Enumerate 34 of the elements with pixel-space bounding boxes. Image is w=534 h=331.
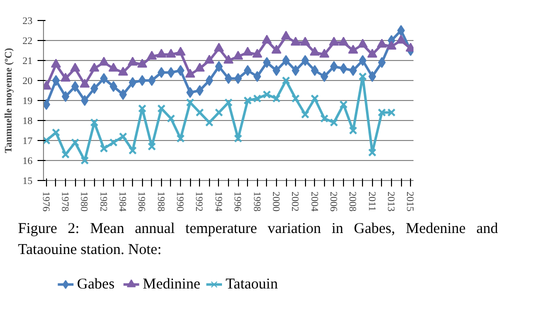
x-tick-label: 1982	[97, 192, 108, 212]
y-tick-label: 16	[22, 156, 32, 167]
legend-label: Medinine	[142, 276, 201, 292]
x-tick-label: 2002	[289, 192, 300, 212]
x-tick-label: 2000	[270, 192, 281, 212]
legend-label: Tataouin	[226, 276, 278, 292]
x-tick-label: 2004	[308, 192, 320, 212]
y-tick-label: 20	[22, 76, 32, 87]
x-tick-label: 1978	[59, 192, 70, 212]
x-tick-label: 2011	[366, 192, 377, 212]
x-tick-label: 1990	[174, 192, 186, 212]
x-tick-label: 2015	[404, 192, 416, 212]
y-tick-label: 23	[22, 16, 32, 27]
y-tick-label: 22	[22, 36, 32, 47]
x-tick-label: 1980	[78, 192, 90, 212]
y-axis-title: Tanmuelle moyenne (ºC)	[4, 48, 14, 154]
x-tick-label: 1994	[212, 192, 224, 212]
y-tick-label: 15	[22, 176, 32, 187]
y-tick-label: 18	[22, 116, 32, 127]
y-tick-label: 21	[22, 56, 32, 67]
legend-label: Gabes	[77, 276, 115, 292]
x-tick-label: 1998	[250, 192, 262, 212]
x-tick-label: 1976	[40, 192, 51, 212]
x-tick-label: 1986	[136, 192, 147, 212]
x-tick-label: 1984	[116, 192, 128, 212]
x-tick-label: 2008	[346, 192, 358, 212]
caption: Figure 2: Mean annual temperature variation in Gabes, Medenine and Tataouine station. Note:	[18, 220, 498, 260]
x-tick-label: 2013	[384, 192, 396, 212]
x-tick-label: 1988	[154, 192, 166, 212]
y-tick-label: 19	[22, 96, 32, 107]
x-tick-label: 2006	[327, 192, 338, 212]
y-tick-label: 17	[22, 136, 32, 147]
x-tick-label: 1992	[193, 192, 204, 212]
x-tick-label: 1996	[232, 192, 243, 212]
